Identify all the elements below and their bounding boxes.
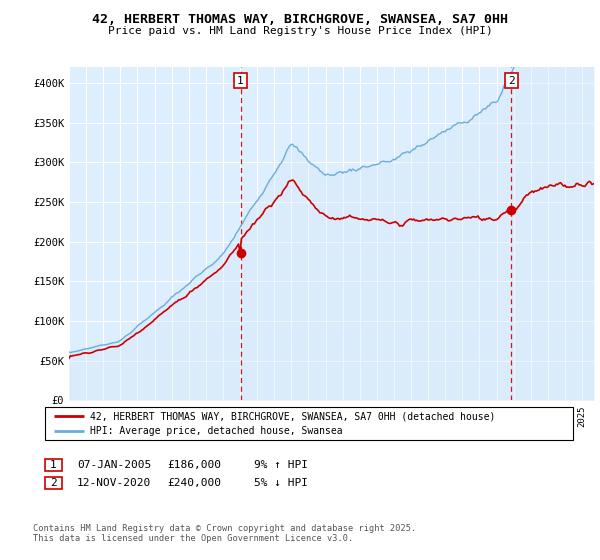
Text: 42, HERBERT THOMAS WAY, BIRCHGROVE, SWANSEA, SA7 0HH (detached house): 42, HERBERT THOMAS WAY, BIRCHGROVE, SWAN…: [90, 411, 496, 421]
Text: Contains HM Land Registry data © Crown copyright and database right 2025.: Contains HM Land Registry data © Crown c…: [33, 524, 416, 533]
Text: 2: 2: [508, 76, 515, 86]
Text: 1: 1: [237, 76, 244, 86]
Text: 5% ↓ HPI: 5% ↓ HPI: [254, 478, 308, 488]
Text: 9% ↑ HPI: 9% ↑ HPI: [254, 460, 308, 470]
Text: 42, HERBERT THOMAS WAY, BIRCHGROVE, SWANSEA, SA7 0HH: 42, HERBERT THOMAS WAY, BIRCHGROVE, SWAN…: [92, 13, 508, 26]
Text: Price paid vs. HM Land Registry's House Price Index (HPI): Price paid vs. HM Land Registry's House …: [107, 26, 493, 36]
Text: £186,000: £186,000: [167, 460, 221, 470]
Text: HPI: Average price, detached house, Swansea: HPI: Average price, detached house, Swan…: [90, 426, 343, 436]
Text: 2: 2: [50, 478, 57, 488]
Text: 1: 1: [50, 460, 57, 470]
Text: This data is licensed under the Open Government Licence v3.0.: This data is licensed under the Open Gov…: [33, 534, 353, 543]
Text: £240,000: £240,000: [167, 478, 221, 488]
Text: 12-NOV-2020: 12-NOV-2020: [77, 478, 151, 488]
Text: 07-JAN-2005: 07-JAN-2005: [77, 460, 151, 470]
